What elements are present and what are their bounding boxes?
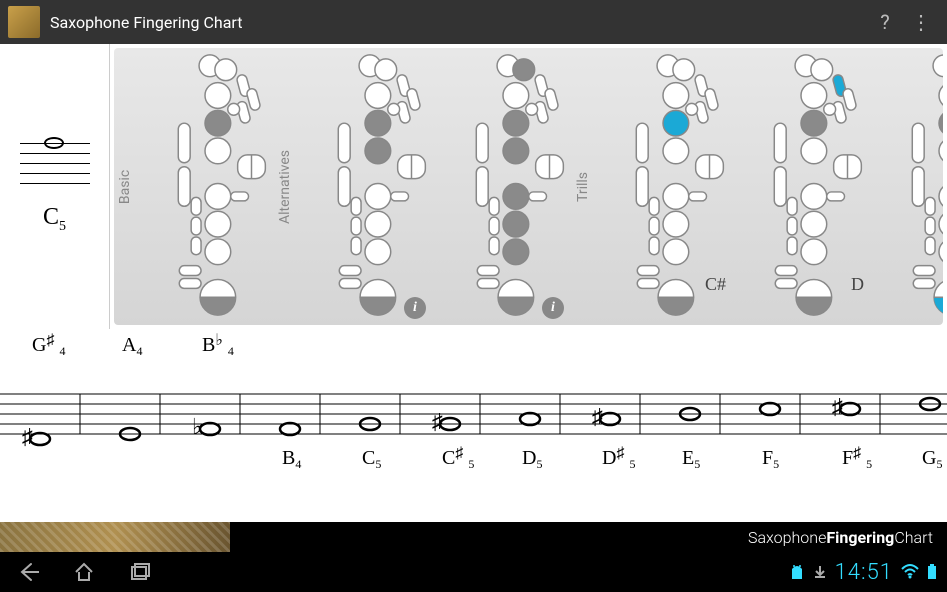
fingering-panel: C5 Basic Alternatives i i Trills C# D	[0, 44, 947, 329]
status-clock: 14:51	[835, 560, 893, 585]
help-button[interactable]: ?	[867, 10, 903, 34]
trill-target-label: D	[851, 274, 864, 295]
wifi-icon	[901, 564, 919, 580]
fingering-diagram[interactable]	[870, 48, 943, 325]
info-icon[interactable]: i	[542, 297, 564, 319]
app-icon	[8, 6, 40, 38]
svg-text:B4: B4	[282, 447, 301, 471]
svg-text:F♯ 5: F♯ 5	[842, 445, 872, 471]
download-icon	[813, 565, 827, 579]
fingering-diagram[interactable]: D	[732, 48, 870, 325]
status-area[interactable]: 14:51	[789, 560, 947, 585]
brand-label: SaxophoneFingeringChart	[230, 522, 947, 552]
svg-text:D5: D5	[522, 447, 542, 471]
fingering-diagram[interactable]: C#	[594, 48, 732, 325]
category-label-trills: Trills	[572, 48, 594, 325]
trill-target-label: C#	[705, 274, 726, 295]
system-navbar: 14:51	[0, 552, 947, 592]
info-icon[interactable]: i	[404, 297, 426, 319]
back-button[interactable]	[0, 561, 56, 583]
fingering-diagram[interactable]: i	[434, 48, 572, 325]
recents-button[interactable]	[112, 561, 168, 583]
fingerings-strip[interactable]: Basic Alternatives i i Trills C# D	[114, 48, 943, 325]
svg-text:G♯ 4: G♯ 4	[32, 332, 65, 358]
footer-strip: SaxophoneFingeringChart	[0, 522, 947, 552]
fingering-diagram[interactable]: i	[296, 48, 434, 325]
selected-note-staff	[20, 138, 90, 188]
battery-icon	[927, 564, 937, 580]
selected-note-name: C5	[43, 204, 66, 235]
svg-text:C♯ 5: C♯ 5	[442, 445, 474, 471]
svg-text:D♯ 5: D♯ 5	[602, 445, 635, 471]
svg-text:E5: E5	[682, 447, 700, 471]
note-scroll-staff[interactable]: ♯G♯ 4A4♭B♭ 4B4C5♯C♯ 5D5♯D♯ 5E5F5♯F♯ 5G5	[0, 329, 947, 522]
category-label-alternatives: Alternatives	[274, 48, 296, 325]
home-button[interactable]	[56, 561, 112, 583]
svg-text:G5: G5	[922, 447, 942, 471]
android-icon	[789, 563, 805, 581]
title-bar: Saxophone Fingering Chart ? ⋮	[0, 0, 947, 44]
sax-image	[0, 522, 230, 552]
svg-text:F5: F5	[762, 447, 779, 471]
svg-text:C5: C5	[362, 447, 381, 471]
svg-text:A4: A4	[122, 334, 142, 358]
fingering-diagram[interactable]	[136, 48, 274, 325]
menu-button[interactable]: ⋮	[903, 10, 939, 34]
app-title: Saxophone Fingering Chart	[50, 13, 242, 32]
selected-note-box: C5	[0, 44, 110, 329]
svg-text:B♭ 4: B♭ 4	[202, 332, 234, 358]
category-label-basic: Basic	[114, 48, 136, 325]
content-area: C5 BasicAlternativesiiTrillsC#D ♯G♯ 4A4♭…	[0, 44, 947, 552]
